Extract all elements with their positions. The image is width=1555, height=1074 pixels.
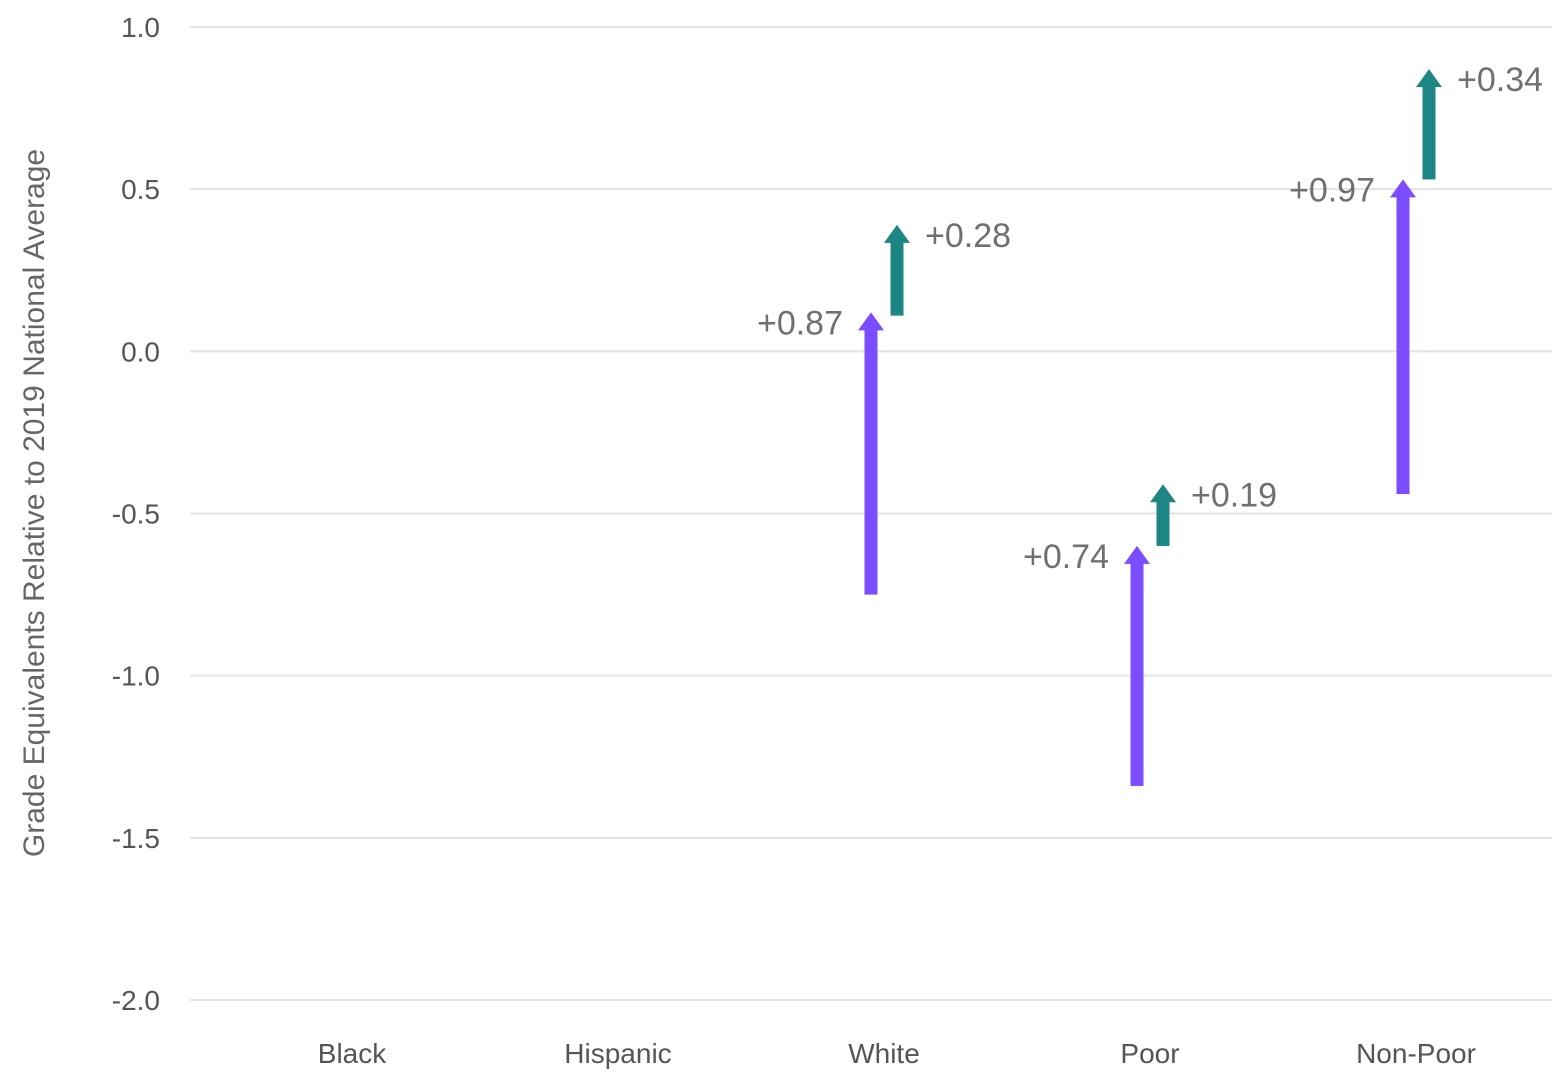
x-category-label: Poor bbox=[1120, 1038, 1179, 1069]
arrow-label: +0.28 bbox=[925, 217, 1011, 255]
arrow-second: +0.28 bbox=[884, 217, 1011, 316]
arrow-shaft bbox=[864, 329, 878, 595]
y-tick-label: -2.0 bbox=[112, 985, 160, 1016]
arrow-head bbox=[1390, 179, 1416, 198]
y-tick-label: 0.5 bbox=[121, 174, 160, 205]
arrow-shaft bbox=[1422, 86, 1436, 180]
x-category-labels: Black Hispanic White Poor Non-Poor bbox=[318, 1038, 1476, 1069]
y-axis-title: Grade Equivalents Relative to 2019 Natio… bbox=[18, 149, 51, 857]
arrow-first: +0.97 bbox=[1289, 171, 1416, 495]
y-tick-label: -1.0 bbox=[112, 661, 160, 692]
arrow-head bbox=[884, 224, 910, 243]
y-tick-label: 0.0 bbox=[121, 336, 160, 367]
arrow-head bbox=[858, 312, 884, 331]
y-tick-label: -0.5 bbox=[112, 499, 160, 530]
arrow-label: +0.74 bbox=[1023, 538, 1109, 576]
arrow-shaft bbox=[890, 241, 904, 316]
arrow-head bbox=[1416, 69, 1442, 88]
arrow-second: +0.34 bbox=[1416, 61, 1543, 180]
arrow-label: +0.97 bbox=[1289, 171, 1375, 209]
arrow-head bbox=[1124, 545, 1150, 564]
arrow-first: +0.74 bbox=[1023, 538, 1150, 786]
arrow-shaft bbox=[1130, 562, 1144, 786]
x-category-label: Black bbox=[318, 1038, 387, 1069]
y-tick-labels: 1.0 0.5 0.0 -0.5 -1.0 -1.5 -2.0 bbox=[112, 12, 160, 1016]
arrow-second: +0.19 bbox=[1150, 476, 1277, 546]
arrows: +0.87 +0.74 +0.97 +0.28 +0.19 +0.34 bbox=[757, 61, 1543, 786]
arrow-head bbox=[1150, 484, 1176, 503]
y-tick-label: -1.5 bbox=[112, 823, 160, 854]
arrow-shaft bbox=[1156, 501, 1170, 546]
arrow-first: +0.87 bbox=[757, 304, 884, 595]
x-category-label: White bbox=[848, 1038, 920, 1069]
x-category-label: Hispanic bbox=[564, 1038, 671, 1069]
arrow-label: +0.34 bbox=[1457, 61, 1543, 99]
arrow-label: +0.87 bbox=[757, 304, 843, 342]
arrow-shaft bbox=[1396, 196, 1410, 495]
x-category-label: Non-Poor bbox=[1356, 1038, 1476, 1069]
y-tick-label: 1.0 bbox=[121, 12, 160, 43]
arrow-label: +0.19 bbox=[1191, 476, 1277, 514]
